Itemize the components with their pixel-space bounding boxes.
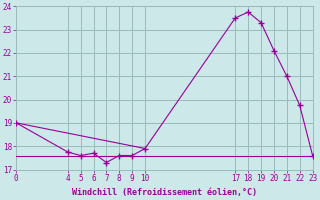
- X-axis label: Windchill (Refroidissement éolien,°C): Windchill (Refroidissement éolien,°C): [72, 188, 257, 197]
